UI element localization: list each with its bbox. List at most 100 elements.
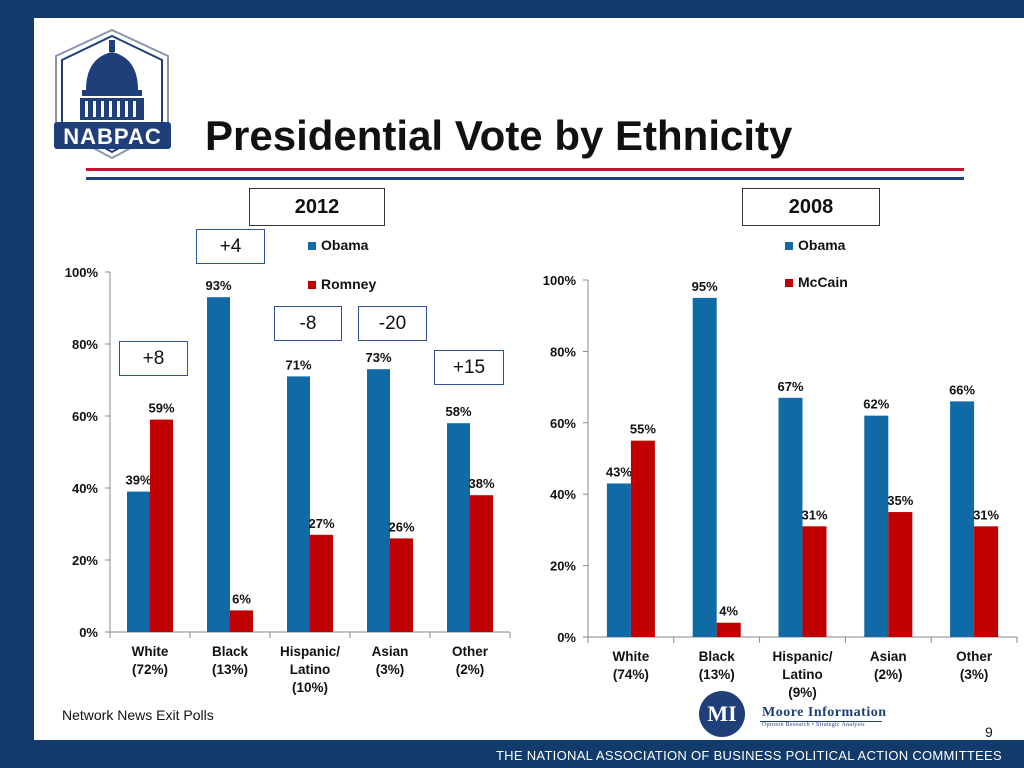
y-tick-label: 40% bbox=[550, 487, 576, 502]
y-tick-label: 40% bbox=[72, 481, 98, 496]
year-label-2012: 2012 bbox=[249, 188, 385, 226]
moore-information-logo bbox=[699, 691, 882, 737]
bar-romney bbox=[310, 534, 333, 632]
y-tick-label: 20% bbox=[72, 553, 98, 568]
legend-label-mccain: McCain bbox=[798, 274, 848, 290]
x-category-label: (72%) bbox=[132, 662, 168, 677]
data-label-romney: 27% bbox=[308, 516, 334, 531]
legend-swatch-romney bbox=[308, 281, 316, 289]
x-category-label: (13%) bbox=[212, 662, 248, 677]
bar-obama bbox=[127, 491, 150, 632]
bar-obama bbox=[778, 397, 803, 637]
x-category-label: Hispanic/ bbox=[772, 649, 832, 664]
slide-title: Presidential Vote by Ethnicity bbox=[205, 112, 793, 159]
slide-background bbox=[34, 18, 1024, 740]
x-category-label: White bbox=[132, 644, 169, 659]
data-label-obama: 58% bbox=[445, 404, 471, 419]
data-label-obama: 71% bbox=[285, 357, 311, 372]
x-category-label: (13%) bbox=[699, 667, 735, 682]
y-tick-label: 0% bbox=[557, 630, 576, 645]
legend-swatch-obama bbox=[785, 242, 793, 250]
data-label-obama: 93% bbox=[205, 278, 231, 293]
bar-obama bbox=[950, 401, 975, 637]
data-label-obama: 62% bbox=[863, 397, 889, 412]
x-category-label: Other bbox=[452, 644, 489, 659]
diff-box-hispanic: -8 bbox=[274, 306, 342, 341]
data-label-obama: 39% bbox=[125, 473, 151, 488]
bar-romney bbox=[150, 419, 173, 632]
data-label-obama: 95% bbox=[692, 279, 718, 294]
bar-obama bbox=[207, 297, 230, 632]
capitol-logo bbox=[54, 28, 171, 160]
x-category-label: Latino bbox=[290, 662, 331, 677]
x-category-label: (3%) bbox=[376, 662, 405, 677]
data-label-romney: 59% bbox=[148, 401, 174, 416]
data-label-mccain: 4% bbox=[719, 604, 738, 619]
x-category-label: (2%) bbox=[456, 662, 485, 677]
data-label-obama: 73% bbox=[365, 350, 391, 365]
legend-label-obama: Obama bbox=[798, 237, 846, 253]
logo-text: NABPAC bbox=[63, 124, 162, 149]
x-category-label: Asian bbox=[372, 644, 409, 659]
data-label-romney: 38% bbox=[468, 476, 494, 491]
legend-swatch-obama bbox=[308, 242, 316, 250]
data-label-romney: 26% bbox=[388, 519, 414, 534]
y-tick-label: 80% bbox=[72, 337, 98, 352]
x-category-label: Hispanic/ bbox=[280, 644, 340, 659]
x-category-label: (9%) bbox=[788, 685, 817, 700]
x-category-label: (74%) bbox=[613, 667, 649, 682]
bar-mccain bbox=[888, 512, 913, 637]
data-label-romney: 6% bbox=[232, 591, 251, 606]
legend-label-romney: Romney bbox=[321, 276, 376, 292]
legend-swatch-mccain bbox=[785, 279, 793, 287]
bar-mccain bbox=[630, 440, 655, 637]
diff-box-asian: -20 bbox=[358, 306, 427, 341]
diff-box-white: +8 bbox=[119, 341, 188, 376]
data-label-obama: 67% bbox=[777, 379, 803, 394]
diff-box-other: +15 bbox=[434, 350, 504, 385]
bar-obama bbox=[447, 423, 470, 632]
y-tick-label: 100% bbox=[65, 265, 99, 280]
bar-obama bbox=[864, 415, 889, 637]
legend-label-obama: Obama bbox=[321, 237, 369, 253]
x-category-label: (3%) bbox=[960, 667, 989, 682]
moore-logo-letter: MI bbox=[707, 701, 737, 726]
x-category-label: Asian bbox=[870, 649, 907, 664]
bar-obama bbox=[606, 483, 631, 637]
footer-bar bbox=[0, 742, 1024, 768]
bar-mccain bbox=[716, 622, 741, 637]
year-label-2008: 2008 bbox=[742, 188, 880, 226]
x-category-label: Black bbox=[212, 644, 249, 659]
data-label-mccain: 35% bbox=[887, 493, 913, 508]
diff-box-black: +4 bbox=[196, 229, 265, 264]
y-tick-label: 60% bbox=[550, 416, 576, 431]
x-category-label: Black bbox=[699, 649, 736, 664]
moore-name: Moore Information bbox=[762, 705, 887, 720]
x-category-label: Other bbox=[956, 649, 993, 664]
bar-romney bbox=[470, 495, 493, 632]
y-tick-label: 0% bbox=[79, 625, 98, 640]
y-tick-label: 60% bbox=[72, 409, 98, 424]
bar-obama bbox=[692, 297, 717, 637]
data-label-obama: 43% bbox=[606, 464, 632, 479]
data-label-mccain: 31% bbox=[801, 507, 827, 522]
y-tick-label: 20% bbox=[550, 559, 576, 574]
x-category-label: (10%) bbox=[292, 680, 328, 695]
page-number: 9 bbox=[985, 724, 993, 740]
title-rule-blue bbox=[86, 177, 964, 180]
footer-text: THE NATIONAL ASSOCIATION OF BUSINESS POL… bbox=[495, 748, 1002, 763]
data-label-mccain: 31% bbox=[973, 507, 999, 522]
bar-obama bbox=[367, 369, 390, 632]
bar-mccain bbox=[802, 526, 827, 637]
title-rule-red bbox=[86, 168, 964, 171]
data-label-mccain: 55% bbox=[630, 422, 656, 437]
x-category-label: White bbox=[613, 649, 650, 664]
source-note: Network News Exit Polls bbox=[62, 707, 214, 723]
x-category-label: (2%) bbox=[874, 667, 903, 682]
y-tick-label: 80% bbox=[550, 344, 576, 359]
x-category-label: Latino bbox=[782, 667, 823, 682]
data-label-obama: 66% bbox=[949, 382, 975, 397]
y-tick-label: 100% bbox=[543, 273, 577, 288]
moore-tagline: Opinion Research • Strategic Analysis bbox=[762, 722, 865, 728]
